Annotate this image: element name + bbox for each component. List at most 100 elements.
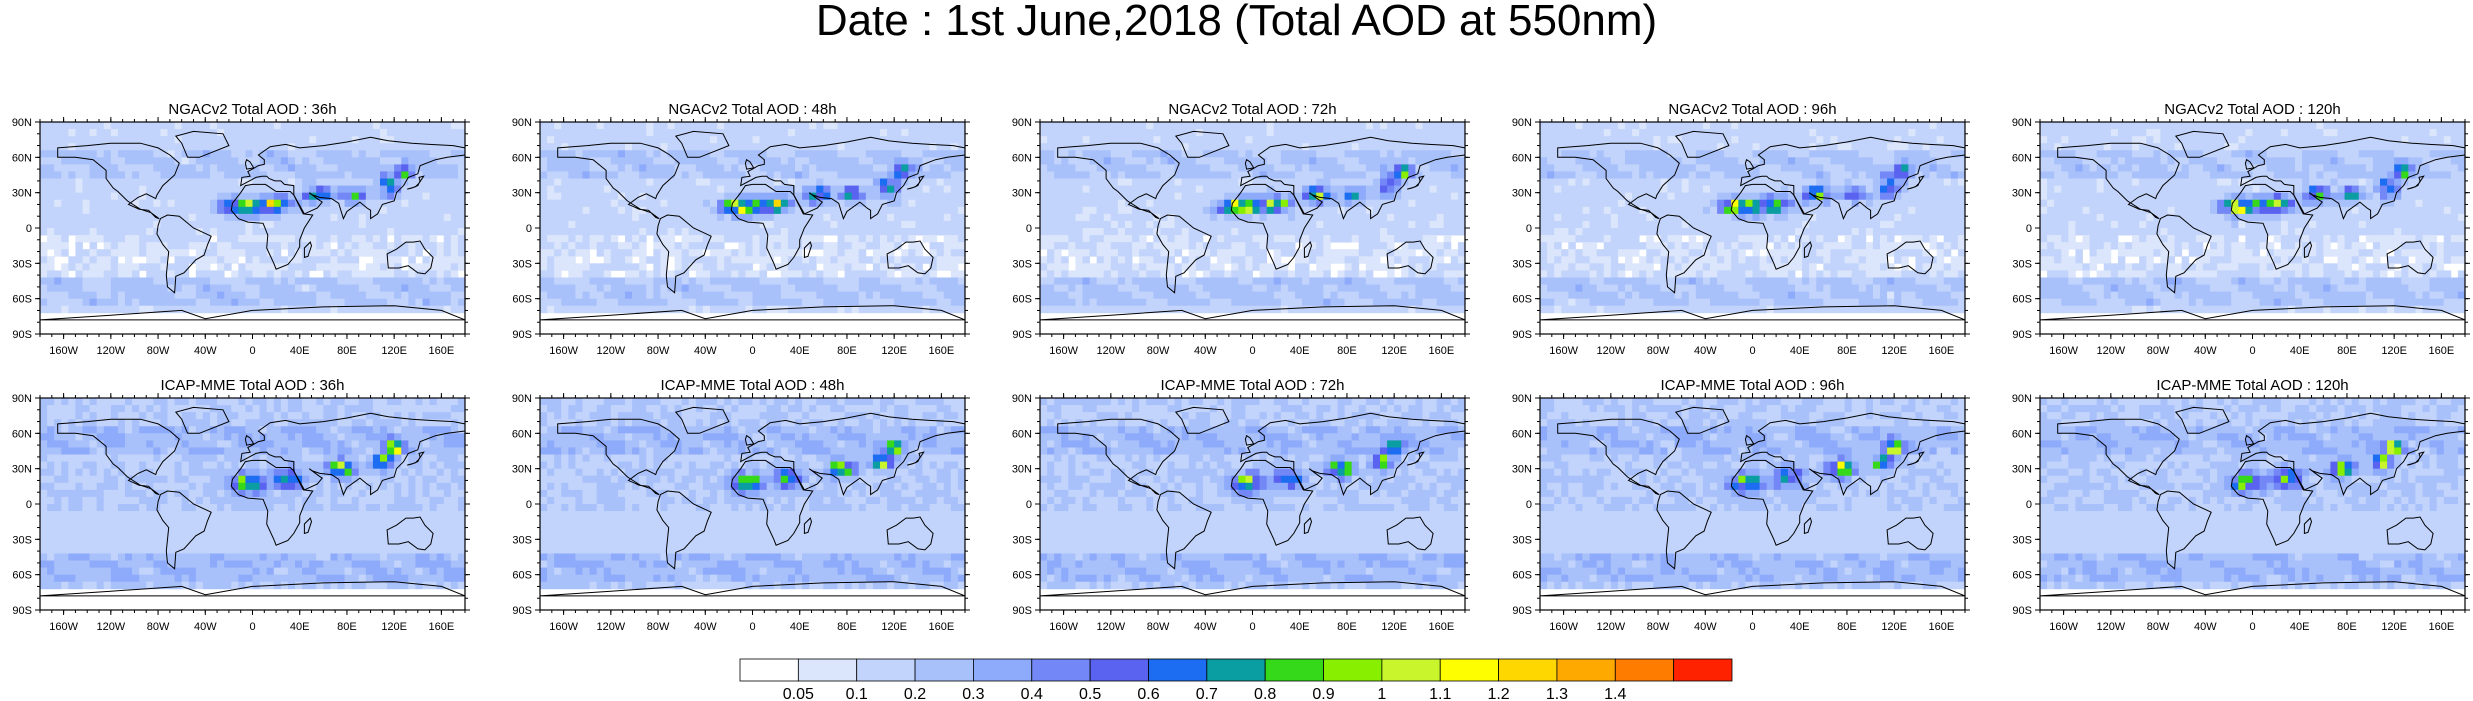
- lon-tick-label: 160W: [1549, 621, 1578, 633]
- colorbar-label: 1: [1377, 686, 1386, 701]
- aod-field: [540, 398, 965, 597]
- lon-tick-label: 120E: [2381, 345, 2407, 357]
- coastline: [907, 451, 925, 466]
- lat-tick-label: 60N: [2012, 428, 2032, 440]
- panel-title: ICAP-MME Total AOD : 96h: [1661, 377, 1845, 394]
- coastline: [386, 240, 434, 275]
- lat-tick-label: 30S: [1012, 258, 1032, 270]
- lon-tick-label: 160W: [2049, 621, 2078, 633]
- lon-tick-label: 120W: [1596, 621, 1625, 633]
- map-panel: ICAP-MME Total AOD : 120h 90N 60N 30N 0 30S 60…: [2012, 377, 2470, 633]
- lon-tick-label: 160E: [2429, 621, 2455, 633]
- lat-tick-label: 60S: [12, 570, 32, 582]
- coastline: [2244, 158, 2255, 170]
- lon-tick-label: 40E: [1290, 345, 1310, 357]
- lat-tick-label: 0: [2026, 223, 2032, 235]
- coastline: [2303, 241, 2313, 259]
- coastline: [2040, 305, 2465, 321]
- colorbar-swatch: [1614, 658, 1675, 682]
- lat-tick-label: 90N: [1512, 393, 1532, 405]
- lon-tick-label: 120E: [1881, 345, 1907, 357]
- lon-tick-label: 0: [1249, 345, 1255, 357]
- lon-tick-label: 80W: [147, 621, 170, 633]
- coastline: [2407, 175, 2425, 190]
- lon-tick-label: 40E: [1790, 345, 1810, 357]
- coastline: [1230, 459, 1314, 546]
- colorbar-label: 0.05: [783, 686, 814, 701]
- lon-tick-label: 160W: [549, 621, 578, 633]
- lat-tick-label: 30N: [512, 188, 532, 200]
- lon-tick-label: 160E: [1429, 345, 1455, 357]
- lon-tick-label: 80E: [837, 621, 857, 633]
- lat-tick-label: 90S: [1012, 329, 1032, 341]
- lat-tick-label: 60N: [512, 428, 532, 440]
- lat-tick-label: 60N: [1512, 152, 1532, 164]
- lat-tick-label: 90S: [2012, 329, 2032, 341]
- panel-title: ICAP-MME Total AOD : 120h: [2156, 377, 2348, 394]
- coastline: [2386, 516, 2434, 551]
- lat-tick-label: 30N: [1512, 464, 1532, 476]
- coastline: [740, 412, 965, 496]
- coastline: [1557, 418, 1680, 496]
- lat-tick-label: 90N: [512, 117, 532, 129]
- lon-tick-label: 0: [249, 345, 255, 357]
- lat-tick-label: 90S: [1512, 605, 1532, 617]
- coastline: [407, 451, 425, 466]
- lon-tick-label: 160W: [549, 345, 578, 357]
- lon-tick-label: 160E: [929, 621, 955, 633]
- coastline: [730, 183, 814, 270]
- colorbar-swatch: [1556, 658, 1616, 682]
- coastline: [174, 406, 230, 434]
- lon-tick-label: 120E: [2381, 621, 2407, 633]
- coastline: [303, 241, 313, 259]
- colorbar-swatch: [1089, 658, 1149, 682]
- coastline: [674, 130, 730, 158]
- coastline: [1244, 158, 1255, 170]
- lon-tick-label: 0: [249, 621, 255, 633]
- map-panel: NGACv2 Total AOD : 120h 90N 60N 30N 0 30S 60S 9…: [2012, 101, 2470, 357]
- lat-tick-label: 30S: [1512, 534, 1532, 546]
- coastline: [1386, 240, 1434, 275]
- lon-tick-label: 120W: [596, 621, 625, 633]
- lon-tick-label: 80W: [1147, 345, 1170, 357]
- lon-tick-label: 160E: [429, 621, 455, 633]
- coastline: [2174, 406, 2230, 434]
- aod-field: [1540, 122, 1965, 321]
- lat-tick-label: 90S: [1512, 329, 1532, 341]
- lon-tick-label: 160E: [1929, 345, 1955, 357]
- lat-tick-label: 0: [1526, 223, 1532, 235]
- panel-title: ICAP-MME Total AOD : 48h: [661, 377, 845, 394]
- coastline: [1803, 241, 1813, 259]
- lat-tick-label: 60S: [512, 570, 532, 582]
- coastline: [557, 142, 680, 220]
- coastline: [1057, 142, 1180, 220]
- coastline: [1407, 451, 1425, 466]
- lat-tick-label: 90N: [1012, 393, 1032, 405]
- lat-tick-label: 30N: [12, 188, 32, 200]
- coastline: [1407, 175, 1425, 190]
- coastline: [1540, 581, 1965, 597]
- coastline: [1386, 516, 1434, 551]
- coastline: [1540, 305, 1965, 321]
- coastline: [1740, 136, 1965, 220]
- coastline: [303, 517, 313, 535]
- lon-tick-label: 80W: [647, 345, 670, 357]
- colorbar-swatch: [739, 658, 799, 682]
- colorbar-label: 0.3: [962, 686, 984, 701]
- lon-tick-label: 160W: [49, 345, 78, 357]
- lat-tick-label: 60N: [512, 152, 532, 164]
- lon-tick-label: 80E: [837, 345, 857, 357]
- map-panel: NGACv2 Total AOD : 36h 90N 60N 30N 0 30S 60S 90…: [12, 101, 470, 357]
- lon-tick-label: 80W: [647, 621, 670, 633]
- colorbar-label: 0.9: [1312, 686, 1334, 701]
- lat-tick-label: 30S: [12, 258, 32, 270]
- coastline: [907, 175, 925, 190]
- coastline: [1656, 214, 1712, 294]
- coastline: [244, 158, 255, 170]
- coastline: [1303, 517, 1313, 535]
- map-panel: ICAP-MME Total AOD : 36h 90N 60N 30N 0 30S 60S…: [12, 377, 470, 633]
- coastline: [1744, 158, 1755, 170]
- lon-tick-label: 0: [2249, 345, 2255, 357]
